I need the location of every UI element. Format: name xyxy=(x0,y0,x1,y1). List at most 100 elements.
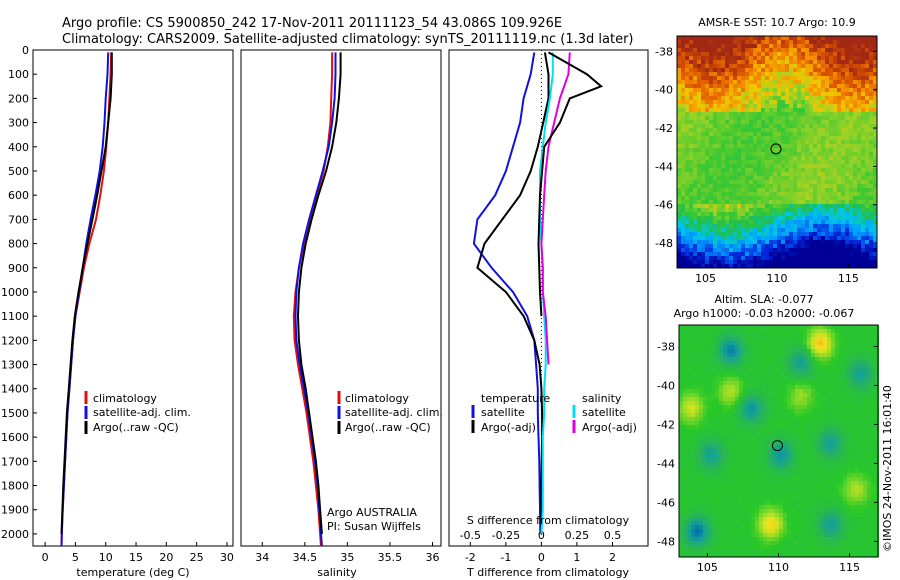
sla-cell xyxy=(875,353,879,357)
map-lat-label: -40 xyxy=(655,84,673,97)
sla-cell xyxy=(691,477,695,481)
sst-cell xyxy=(781,188,785,192)
sla-cell xyxy=(691,353,695,357)
sla-cell xyxy=(835,449,839,453)
sla-cell xyxy=(807,441,811,445)
sst-cell xyxy=(857,188,861,192)
sst-cell xyxy=(709,116,713,120)
sst-cell xyxy=(721,200,725,204)
sst-cell xyxy=(697,48,701,52)
sst-cell xyxy=(705,144,709,148)
sla-cell xyxy=(715,417,719,421)
sla-cell xyxy=(727,393,731,397)
sst-cell xyxy=(809,244,813,248)
sst-cell xyxy=(825,96,829,100)
sst-cell xyxy=(849,208,853,212)
sst-cell xyxy=(713,104,717,108)
sla-cell xyxy=(783,333,787,337)
sst-cell xyxy=(797,108,801,112)
sst-cell xyxy=(693,76,697,80)
sla-cell xyxy=(859,365,863,369)
sst-cell xyxy=(845,216,849,220)
sst-cell xyxy=(817,168,821,172)
sst-cell xyxy=(865,64,869,68)
sla-cell xyxy=(803,369,807,373)
sst-cell xyxy=(709,128,713,132)
sla-cell xyxy=(831,349,835,353)
sst-cell xyxy=(757,204,761,208)
sst-cell xyxy=(709,112,713,116)
sst-cell xyxy=(781,124,785,128)
sst-cell xyxy=(857,232,861,236)
sla-cell xyxy=(755,421,759,425)
sla-cell xyxy=(759,405,763,409)
sst-cell xyxy=(829,244,833,248)
sla-cell xyxy=(791,461,795,465)
sst-cell xyxy=(705,168,709,172)
sla-cell xyxy=(815,349,819,353)
sst-cell xyxy=(865,68,869,72)
sla-cell xyxy=(783,477,787,481)
sst-cell xyxy=(777,68,781,72)
sst-cell xyxy=(809,56,813,60)
sst-cell xyxy=(865,188,869,192)
sst-cell xyxy=(809,252,813,256)
sst-cell xyxy=(729,56,733,60)
sst-cell xyxy=(717,196,721,200)
sst-cell xyxy=(717,124,721,128)
sla-cell xyxy=(707,337,711,341)
sla-cell xyxy=(831,357,835,361)
sst-cell xyxy=(809,152,813,156)
sla-cell xyxy=(707,421,711,425)
sla-cell xyxy=(751,325,755,329)
sla-cell xyxy=(759,385,763,389)
sst-cell xyxy=(793,184,797,188)
sst-cell xyxy=(849,212,853,216)
sst-cell xyxy=(725,208,729,212)
sst-cell xyxy=(861,76,865,80)
sst-cell xyxy=(681,236,685,240)
t-difference-tick-label: 2 xyxy=(609,551,616,564)
sla-cell xyxy=(807,465,811,469)
sla-cell xyxy=(767,353,771,357)
sst-cell xyxy=(769,84,773,88)
sst-cell xyxy=(753,192,757,196)
sst-cell xyxy=(785,208,789,212)
sst-cell xyxy=(781,212,785,216)
sla-cell xyxy=(707,461,711,465)
sla-cell xyxy=(835,393,839,397)
sla-cell xyxy=(835,377,839,381)
sla-cell xyxy=(683,345,687,349)
sst-cell xyxy=(797,136,801,140)
sst-cell xyxy=(785,116,789,120)
sst-cell xyxy=(749,196,753,200)
sla-cell xyxy=(759,453,763,457)
sst-cell xyxy=(701,252,705,256)
sla-cell xyxy=(875,449,879,453)
sst-cell xyxy=(789,200,793,204)
sst-cell xyxy=(725,100,729,104)
sla-cell xyxy=(739,377,743,381)
sst-cell xyxy=(725,96,729,100)
sla-cell xyxy=(735,465,739,469)
sla-cell xyxy=(723,349,727,353)
sst-cell xyxy=(677,188,681,192)
sla-cell xyxy=(831,405,835,409)
sla-cell xyxy=(771,369,775,373)
sst-cell xyxy=(773,248,777,252)
sst-cell xyxy=(693,148,697,152)
sla-cell xyxy=(795,325,799,329)
sla-cell xyxy=(779,429,783,433)
sla-cell xyxy=(795,445,799,449)
sst-cell xyxy=(801,72,805,76)
sst-cell xyxy=(821,52,825,56)
sst-cell xyxy=(757,124,761,128)
sst-cell xyxy=(709,60,713,64)
sst-cell xyxy=(761,220,765,224)
sla-cell xyxy=(751,477,755,481)
sla-cell xyxy=(783,353,787,357)
sla-cell xyxy=(835,325,839,329)
sla-cell xyxy=(747,369,751,373)
sla-cell xyxy=(719,397,723,401)
sst-cell xyxy=(793,108,797,112)
